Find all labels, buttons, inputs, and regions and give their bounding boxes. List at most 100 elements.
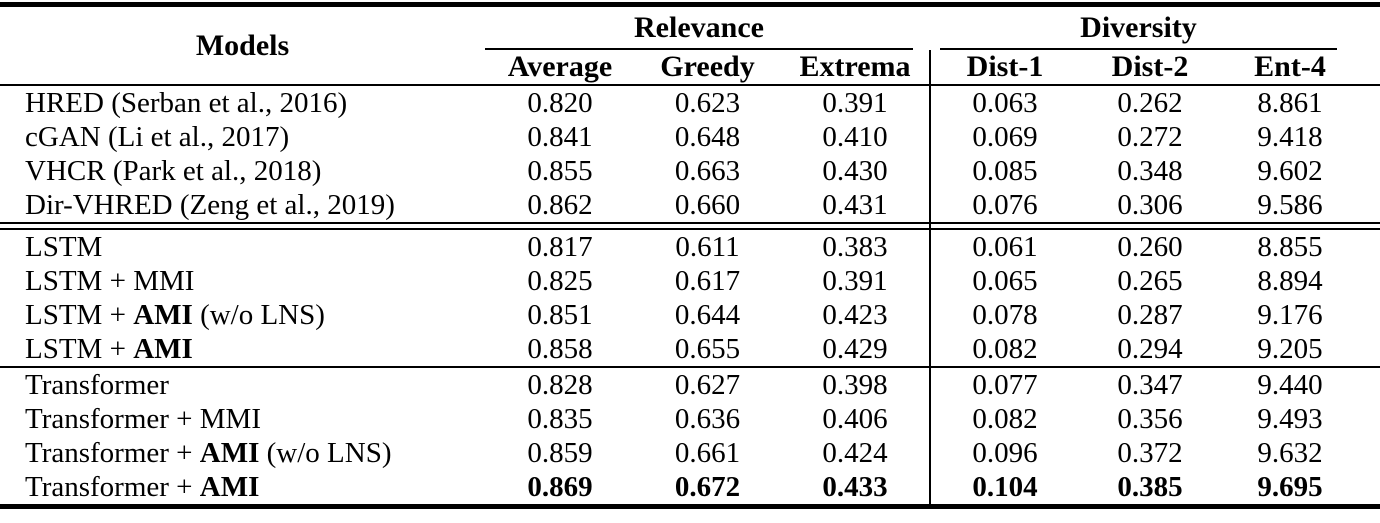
model-name-text: Transformer +: [25, 436, 200, 469]
model-name-text: Transformer +: [25, 470, 200, 503]
header-bottom-rule: [0, 84, 1380, 86]
model-name-cell: LSTM + AMI (w/o LNS): [0, 298, 485, 332]
metric-value-cell: 0.406: [822, 402, 888, 435]
metric-value-cell: 0.383: [822, 230, 888, 263]
column-header-extrema: Extrema: [799, 50, 911, 83]
metric-value-cell: 0.644: [674, 298, 741, 331]
metric-value-cell: 0.841: [527, 120, 593, 153]
relevance-diversity-divider: [929, 50, 931, 504]
model-name-text: cGAN (Li et al., 2017): [25, 120, 290, 153]
metric-value-cell: 0.661: [674, 436, 741, 469]
metric-value-cell: 0.356: [1117, 402, 1183, 435]
model-name-text: LSTM +: [25, 332, 134, 365]
metric-value-cell: 0.663: [674, 154, 741, 187]
metric-value-cell: 8.855: [1257, 230, 1323, 263]
diversity-group-header: Diversity: [940, 7, 1337, 50]
model-name-bold: AMI: [199, 436, 260, 469]
metric-value-cell: 0.069: [972, 120, 1038, 153]
column-header-ent4: Ent-4: [1254, 50, 1326, 83]
table-row: LSTM + AMI 0.858 0.655 0.429 0.082 0.294…: [0, 332, 1380, 366]
metric-value-cell: 0.869: [527, 470, 593, 503]
metric-value-cell: 0.096: [972, 436, 1038, 469]
metric-value-cell: 8.861: [1257, 86, 1323, 119]
metric-value-cell: 0.398: [822, 368, 888, 401]
table-row-best: Transformer + AMI 0.869 0.672 0.433 0.10…: [0, 470, 1380, 504]
metric-value-cell: 0.835: [527, 402, 593, 435]
table-row: Dir-VHRED (Zeng et al., 2019) 0.862 0.66…: [0, 188, 1380, 222]
metric-value-cell: 0.423: [822, 298, 888, 331]
table-row: Transformer 0.828 0.627 0.398 0.077 0.34…: [0, 368, 1380, 402]
header-group-row: Relevance Diversity: [0, 7, 1380, 50]
metric-value-cell: 9.176: [1257, 298, 1323, 331]
model-name-text: Dir-VHRED (Zeng et al., 2019): [25, 188, 395, 221]
model-name-cell: Transformer + AMI (w/o LNS): [0, 436, 485, 470]
metric-value-cell: 0.260: [1117, 230, 1183, 263]
metric-value-cell: 0.348: [1117, 154, 1183, 187]
model-name-bold: AMI: [199, 470, 260, 503]
metric-value-cell: 0.076: [972, 188, 1038, 221]
model-name-cell: HRED (Serban et al., 2016): [0, 86, 485, 120]
metric-value-cell: 0.347: [1117, 368, 1183, 401]
model-name-text: HRED (Serban et al., 2016): [25, 86, 348, 119]
metric-value-cell: 8.894: [1257, 264, 1323, 297]
metric-value-cell: 0.391: [822, 264, 888, 297]
model-name-cell: cGAN (Li et al., 2017): [0, 120, 485, 154]
metric-value-cell: 9.695: [1257, 470, 1323, 503]
metric-value-cell: 0.817: [527, 230, 593, 263]
table-row: cGAN (Li et al., 2017) 0.841 0.648 0.410…: [0, 120, 1380, 154]
metric-value-cell: 0.862: [527, 188, 593, 221]
model-name-cell: LSTM + AMI: [0, 332, 485, 366]
metric-value-cell: 9.493: [1257, 402, 1323, 435]
model-name-text: Transformer + MMI: [25, 402, 261, 435]
metric-value-cell: 0.077: [972, 368, 1038, 401]
model-name-cell: Transformer: [0, 368, 485, 402]
metric-value-cell: 9.418: [1257, 120, 1323, 153]
metric-value-cell: 0.082: [972, 402, 1038, 435]
metric-value-cell: 9.602: [1257, 154, 1323, 187]
metric-value-cell: 0.611: [675, 230, 740, 263]
column-header-dist1: Dist-1: [966, 50, 1044, 83]
model-name-text: LSTM: [25, 230, 103, 263]
metric-value-cell: 0.660: [674, 188, 741, 221]
table-top-border: [0, 2, 1380, 7]
column-header-average: Average: [507, 50, 613, 83]
metric-value-cell: 0.082: [972, 332, 1038, 365]
metric-value-cell: 0.825: [527, 264, 593, 297]
metric-value-cell: 0.430: [822, 154, 888, 187]
row-group-lstm: LSTM 0.817 0.611 0.383 0.061 0.260 8.855…: [0, 230, 1380, 366]
metric-value-cell: 0.623: [674, 86, 741, 119]
metric-value-cell: 0.828: [527, 368, 593, 401]
model-name-cell: VHCR (Park et al., 2018): [0, 154, 485, 188]
metric-value-cell: 0.636: [674, 402, 741, 435]
single-rule-divider: [0, 366, 1380, 368]
column-header-dist2: Dist-2: [1111, 50, 1189, 83]
metric-value-cell: 0.859: [527, 436, 593, 469]
metric-value-cell: 0.265: [1117, 264, 1183, 297]
table-row: LSTM + AMI (w/o LNS) 0.851 0.644 0.423 0…: [0, 298, 1380, 332]
table-bottom-border: [0, 504, 1380, 509]
table-row: Transformer + AMI (w/o LNS) 0.859 0.661 …: [0, 436, 1380, 470]
double-rule-divider: [0, 222, 1380, 230]
metric-value-cell: 0.065: [972, 264, 1038, 297]
metric-value-cell: 0.429: [822, 332, 888, 365]
model-name-cell: Transformer + AMI: [0, 470, 485, 504]
model-name-bold: AMI: [133, 332, 193, 365]
metric-value-cell: 0.672: [674, 470, 741, 503]
table-row: HRED (Serban et al., 2016) 0.820 0.623 0…: [0, 86, 1380, 120]
metric-value-cell: 0.372: [1117, 436, 1183, 469]
metric-value-cell: 0.424: [822, 436, 888, 469]
metric-value-cell: 0.272: [1117, 120, 1183, 153]
metric-value-cell: 0.431: [822, 188, 888, 221]
metric-value-cell: 0.433: [822, 470, 888, 503]
metric-value-cell: 0.061: [972, 230, 1038, 263]
model-name-cell: LSTM: [0, 230, 485, 264]
model-name-cell: LSTM + MMI: [0, 264, 485, 298]
metric-value-cell: 0.063: [972, 86, 1038, 119]
model-name-text: Transformer: [25, 368, 169, 401]
metric-value-cell: 0.410: [822, 120, 888, 153]
model-name-text: LSTM + MMI: [25, 264, 195, 297]
model-name-cell: Transformer + MMI: [0, 402, 485, 436]
header-columns-row: Average Greedy Extrema Dist-1 Dist-2 Ent…: [0, 50, 1380, 84]
model-name-cell: Dir-VHRED (Zeng et al., 2019): [0, 188, 485, 222]
